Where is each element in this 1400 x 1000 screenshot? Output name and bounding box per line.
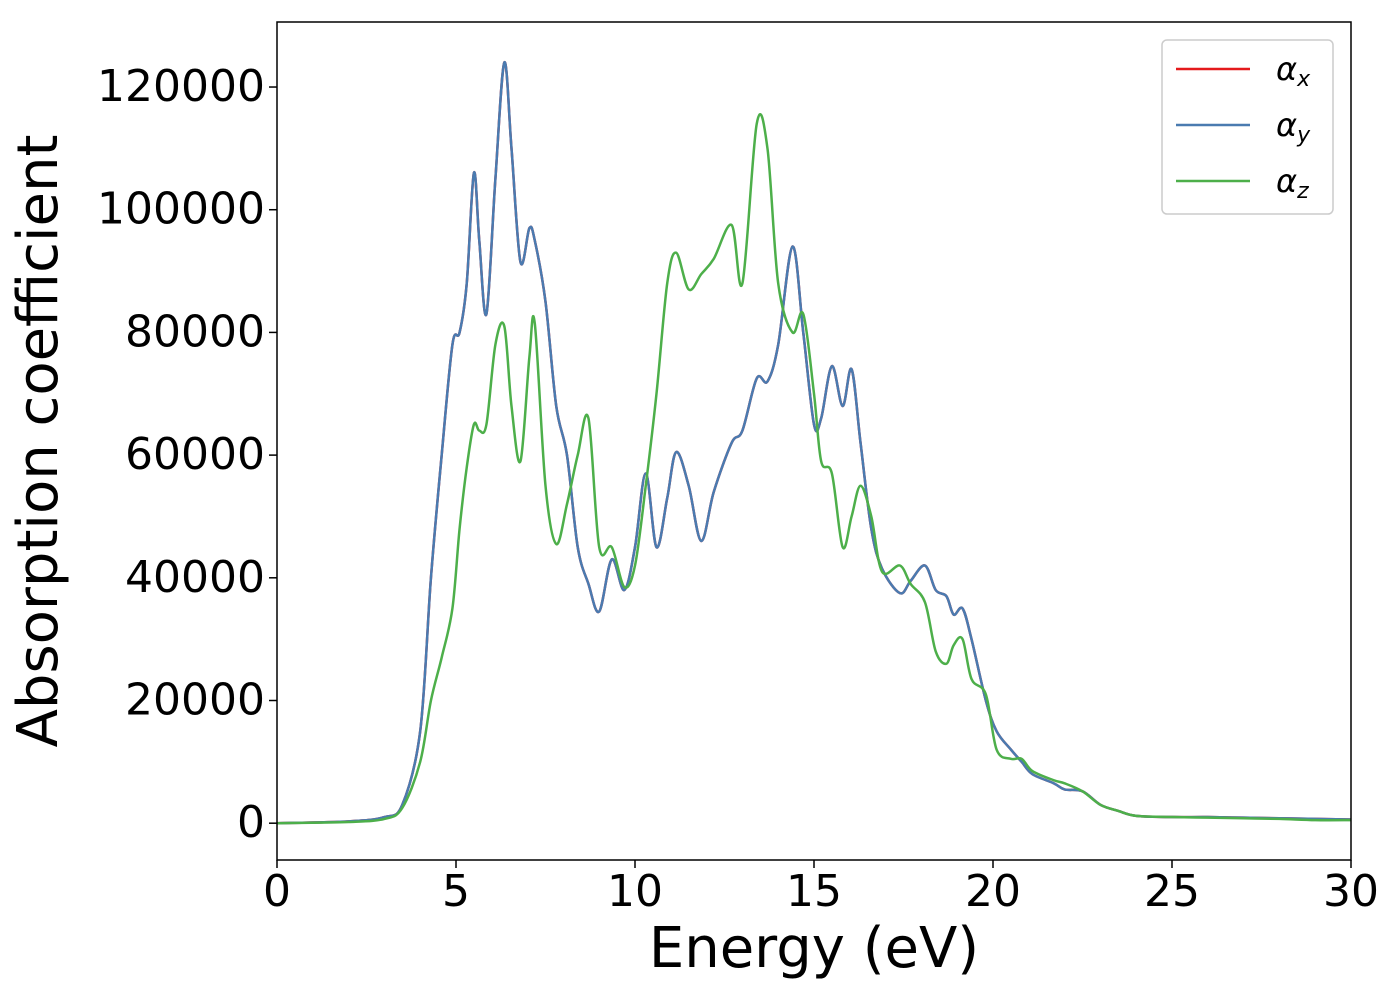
x-tick-label: 25 — [1144, 866, 1200, 917]
series-line — [276, 113, 1352, 825]
series-line — [276, 61, 1352, 825]
y-tick-label: 20000 — [125, 674, 265, 725]
legend-label: αy — [1276, 106, 1311, 148]
x-tick-label: 30 — [1323, 866, 1379, 917]
y-tick-label: 40000 — [125, 552, 265, 603]
legend-box — [1161, 39, 1334, 215]
x-tick-label: 20 — [965, 866, 1021, 917]
y-axis-label: Absorption coefficient — [6, 135, 71, 748]
y-tick-label: 120000 — [97, 61, 265, 112]
legend-label: αz — [1276, 162, 1309, 204]
x-tick-label: 15 — [786, 866, 842, 917]
y-tick-label: 80000 — [125, 306, 265, 357]
legend: αx αy αz — [1161, 39, 1334, 215]
x-tick-label: 5 — [442, 866, 470, 917]
x-tick-label: 10 — [607, 866, 663, 917]
y-tick-label: 100000 — [97, 184, 265, 235]
x-tick-label: 0 — [263, 866, 291, 917]
x-axis-label: Energy (eV) — [649, 916, 979, 981]
legend-label: αx — [1276, 50, 1311, 92]
y-tick-label: 0 — [237, 797, 265, 848]
y-tick-label: 60000 — [125, 429, 265, 480]
plot-frame — [276, 21, 1352, 861]
